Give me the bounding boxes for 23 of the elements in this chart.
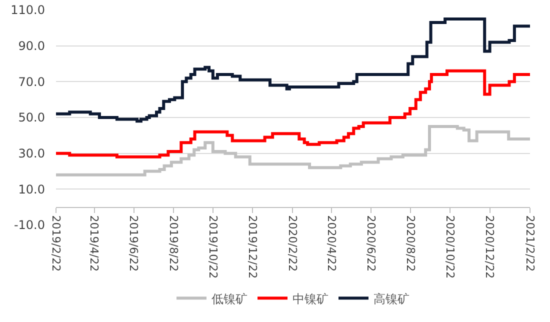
y-tick-label: 110.0 [10, 3, 45, 18]
x-tick-label: 2019/6/22 [127, 215, 140, 272]
x-tick-label: 2019/2/22 [49, 215, 62, 272]
y-tick-label: 30.0 [18, 146, 45, 161]
y-tick-label: 70.0 [18, 74, 45, 89]
y-tick-label: 10.0 [18, 182, 45, 196]
x-tick-label: 2020/6/22 [364, 215, 378, 272]
legend-label: 高镍矿 [374, 292, 410, 306]
x-tick-label: 2020/10/22 [444, 215, 457, 279]
legend-label: 中镍矿 [292, 292, 328, 306]
y-tick-label: 90.0 [18, 39, 45, 54]
legend-label: 低镍矿 [212, 292, 248, 306]
x-tick-label: 2021/2/22 [523, 215, 536, 272]
x-tick-label: 2019/10/22 [206, 215, 220, 279]
x-tick-label: 2019/12/22 [246, 215, 259, 279]
x-tick-label: 2020/12/22 [483, 215, 496, 279]
x-tick-label: 2020/4/22 [325, 215, 338, 272]
y-tick-label: -10.0 [14, 218, 45, 232]
x-tick-label: 2020/8/22 [404, 215, 418, 272]
y-tick-label: 50.0 [18, 110, 45, 125]
x-tick-label: 2020/2/22 [286, 215, 300, 272]
x-tick-label: 2019/8/22 [166, 215, 180, 272]
x-tick-label: 2019/4/22 [88, 215, 101, 272]
